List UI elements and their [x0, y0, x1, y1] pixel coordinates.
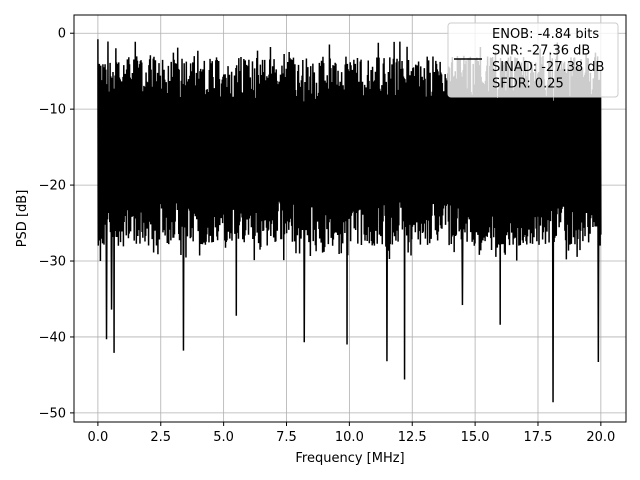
legend-enob: ENOB: -4.84 bits [492, 27, 599, 42]
legend-box [447, 22, 619, 98]
y-tick-label: 0 [58, 27, 66, 42]
y-tick-label: −10 [39, 103, 66, 118]
y-axis-title: PSD [dB] [15, 190, 30, 248]
y-tick-label: −50 [39, 406, 66, 421]
y-tick-label: −40 [39, 330, 66, 345]
x-tick-label: 17.5 [524, 430, 553, 445]
x-tick-label: 20.0 [586, 430, 615, 445]
y-tick-label: −20 [39, 179, 66, 194]
x-tick-label: 5.0 [213, 430, 234, 445]
x-tick-label: 15.0 [461, 430, 490, 445]
legend-snr: SNR: -27.36 dB [492, 44, 590, 59]
x-axis-title: Frequency [MHz] [295, 451, 404, 466]
y-tick-label: −30 [39, 255, 66, 270]
legend: ENOB: -4.84 bits SNR: -27.36 dB SINAD: -… [447, 22, 619, 98]
axes-frame [73, 14, 627, 423]
x-tick-label: 10.0 [335, 430, 364, 445]
axis-ticks: 0.0 2.5 5.0 7.5 10.0 12.5 15.0 17.5 20.0 0 −10 −20 −… [39, 27, 616, 445]
legend-sfdr: SFDR: 0.25 [492, 77, 564, 92]
x-tick-label: 2.5 [150, 430, 171, 445]
x-tick-label: 7.5 [276, 430, 297, 445]
x-tick-label: 0.0 [88, 430, 109, 445]
x-tick-label: 12.5 [398, 430, 427, 445]
legend-sinad: SINAD: -27.38 dB [492, 60, 604, 75]
